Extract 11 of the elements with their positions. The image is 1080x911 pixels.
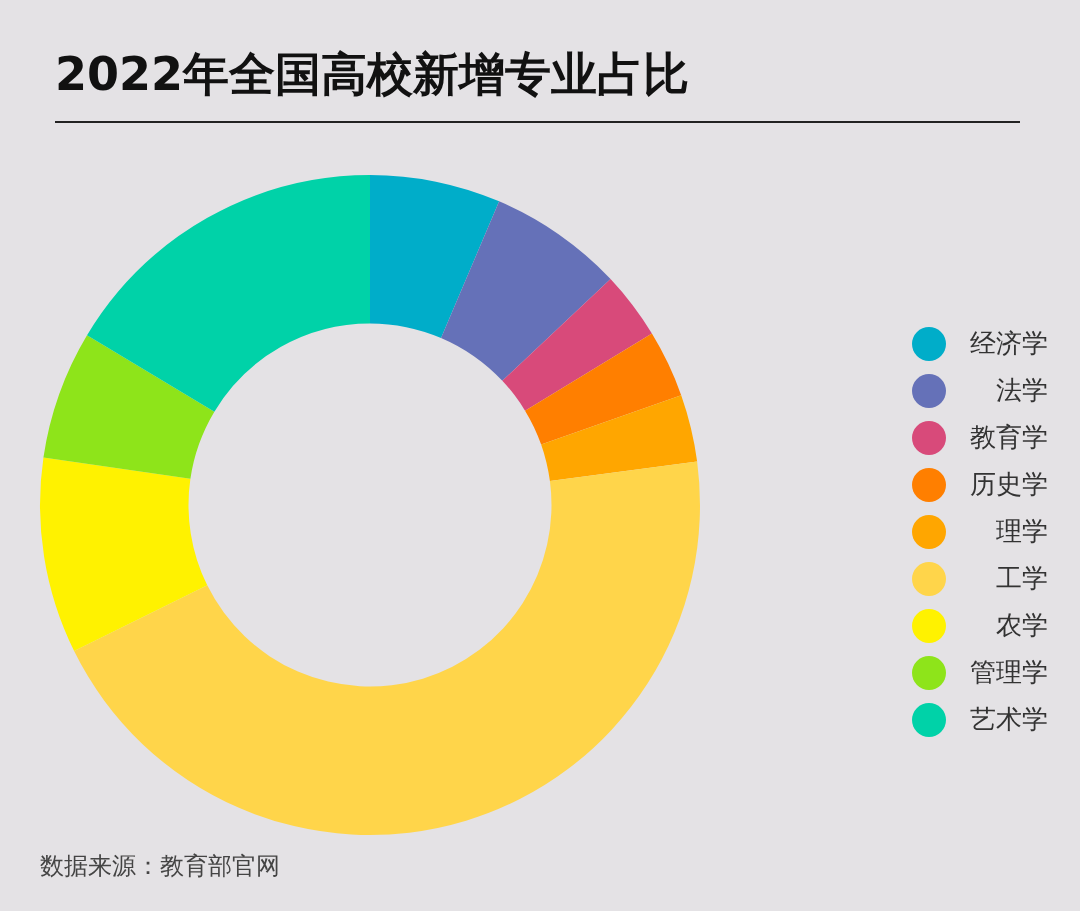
source-note: 数据来源：教育部官网 [40,851,280,882]
legend-label: 管理学 [969,656,1048,689]
chart-title: 2022年全国高校新增专业占比 [55,46,690,103]
legend-label: 艺术学 [969,703,1048,736]
legend-label: 历史学 [969,468,1048,501]
legend-label: 法学 [995,374,1048,407]
legend-label: 教育学 [969,421,1048,454]
legend-label: 农学 [995,609,1048,642]
legend-label: 经济学 [969,327,1048,360]
legend-label: 工学 [995,562,1048,595]
legend-label: 理学 [995,515,1048,548]
